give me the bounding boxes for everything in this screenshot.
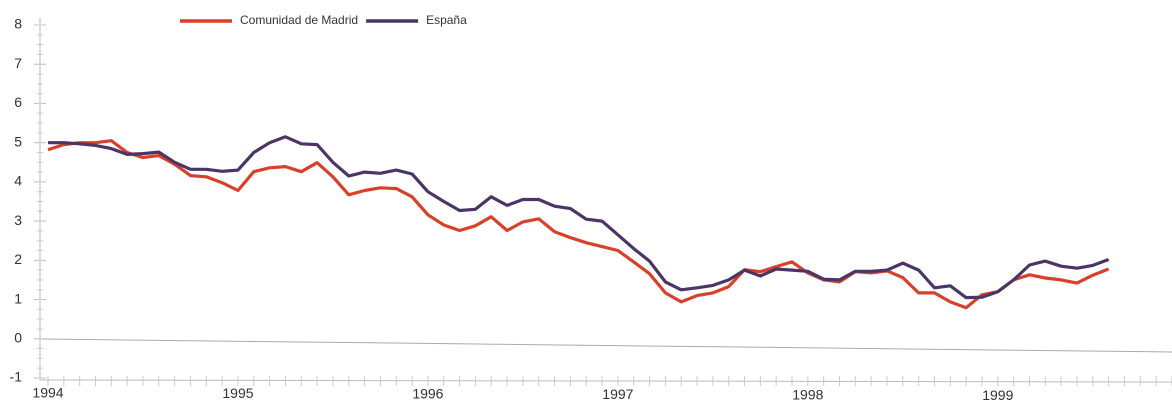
x-tick-label: 1996 (412, 386, 443, 402)
y-tick-label: 6 (14, 94, 22, 110)
x-tick-label: 1999 (982, 387, 1013, 403)
y-tick-label: 8 (14, 16, 22, 32)
y-tick-label: -1 (10, 369, 23, 385)
y-tick-label: 4 (14, 173, 22, 189)
series-line (48, 135, 1110, 300)
y-tick-label: 1 (14, 290, 22, 306)
y-tick-label: 0 (14, 329, 22, 345)
x-tick-label: 1998 (792, 387, 823, 403)
x-tick-label: 1997 (602, 386, 633, 402)
y-tick-label: 3 (14, 212, 22, 228)
legend-label: Comunidad de Madrid (240, 13, 358, 27)
zero-axis (39, 338, 1172, 353)
series-line (47, 139, 1110, 310)
x-tick-label: 1994 (32, 385, 63, 401)
legend-label: España (426, 13, 467, 27)
y-tick-label: 7 (14, 55, 22, 71)
y-tick-label: 5 (14, 133, 22, 149)
x-tick-label: 1995 (222, 385, 253, 401)
x-axis (39, 379, 1172, 383)
y-tick-label: 2 (14, 251, 22, 267)
